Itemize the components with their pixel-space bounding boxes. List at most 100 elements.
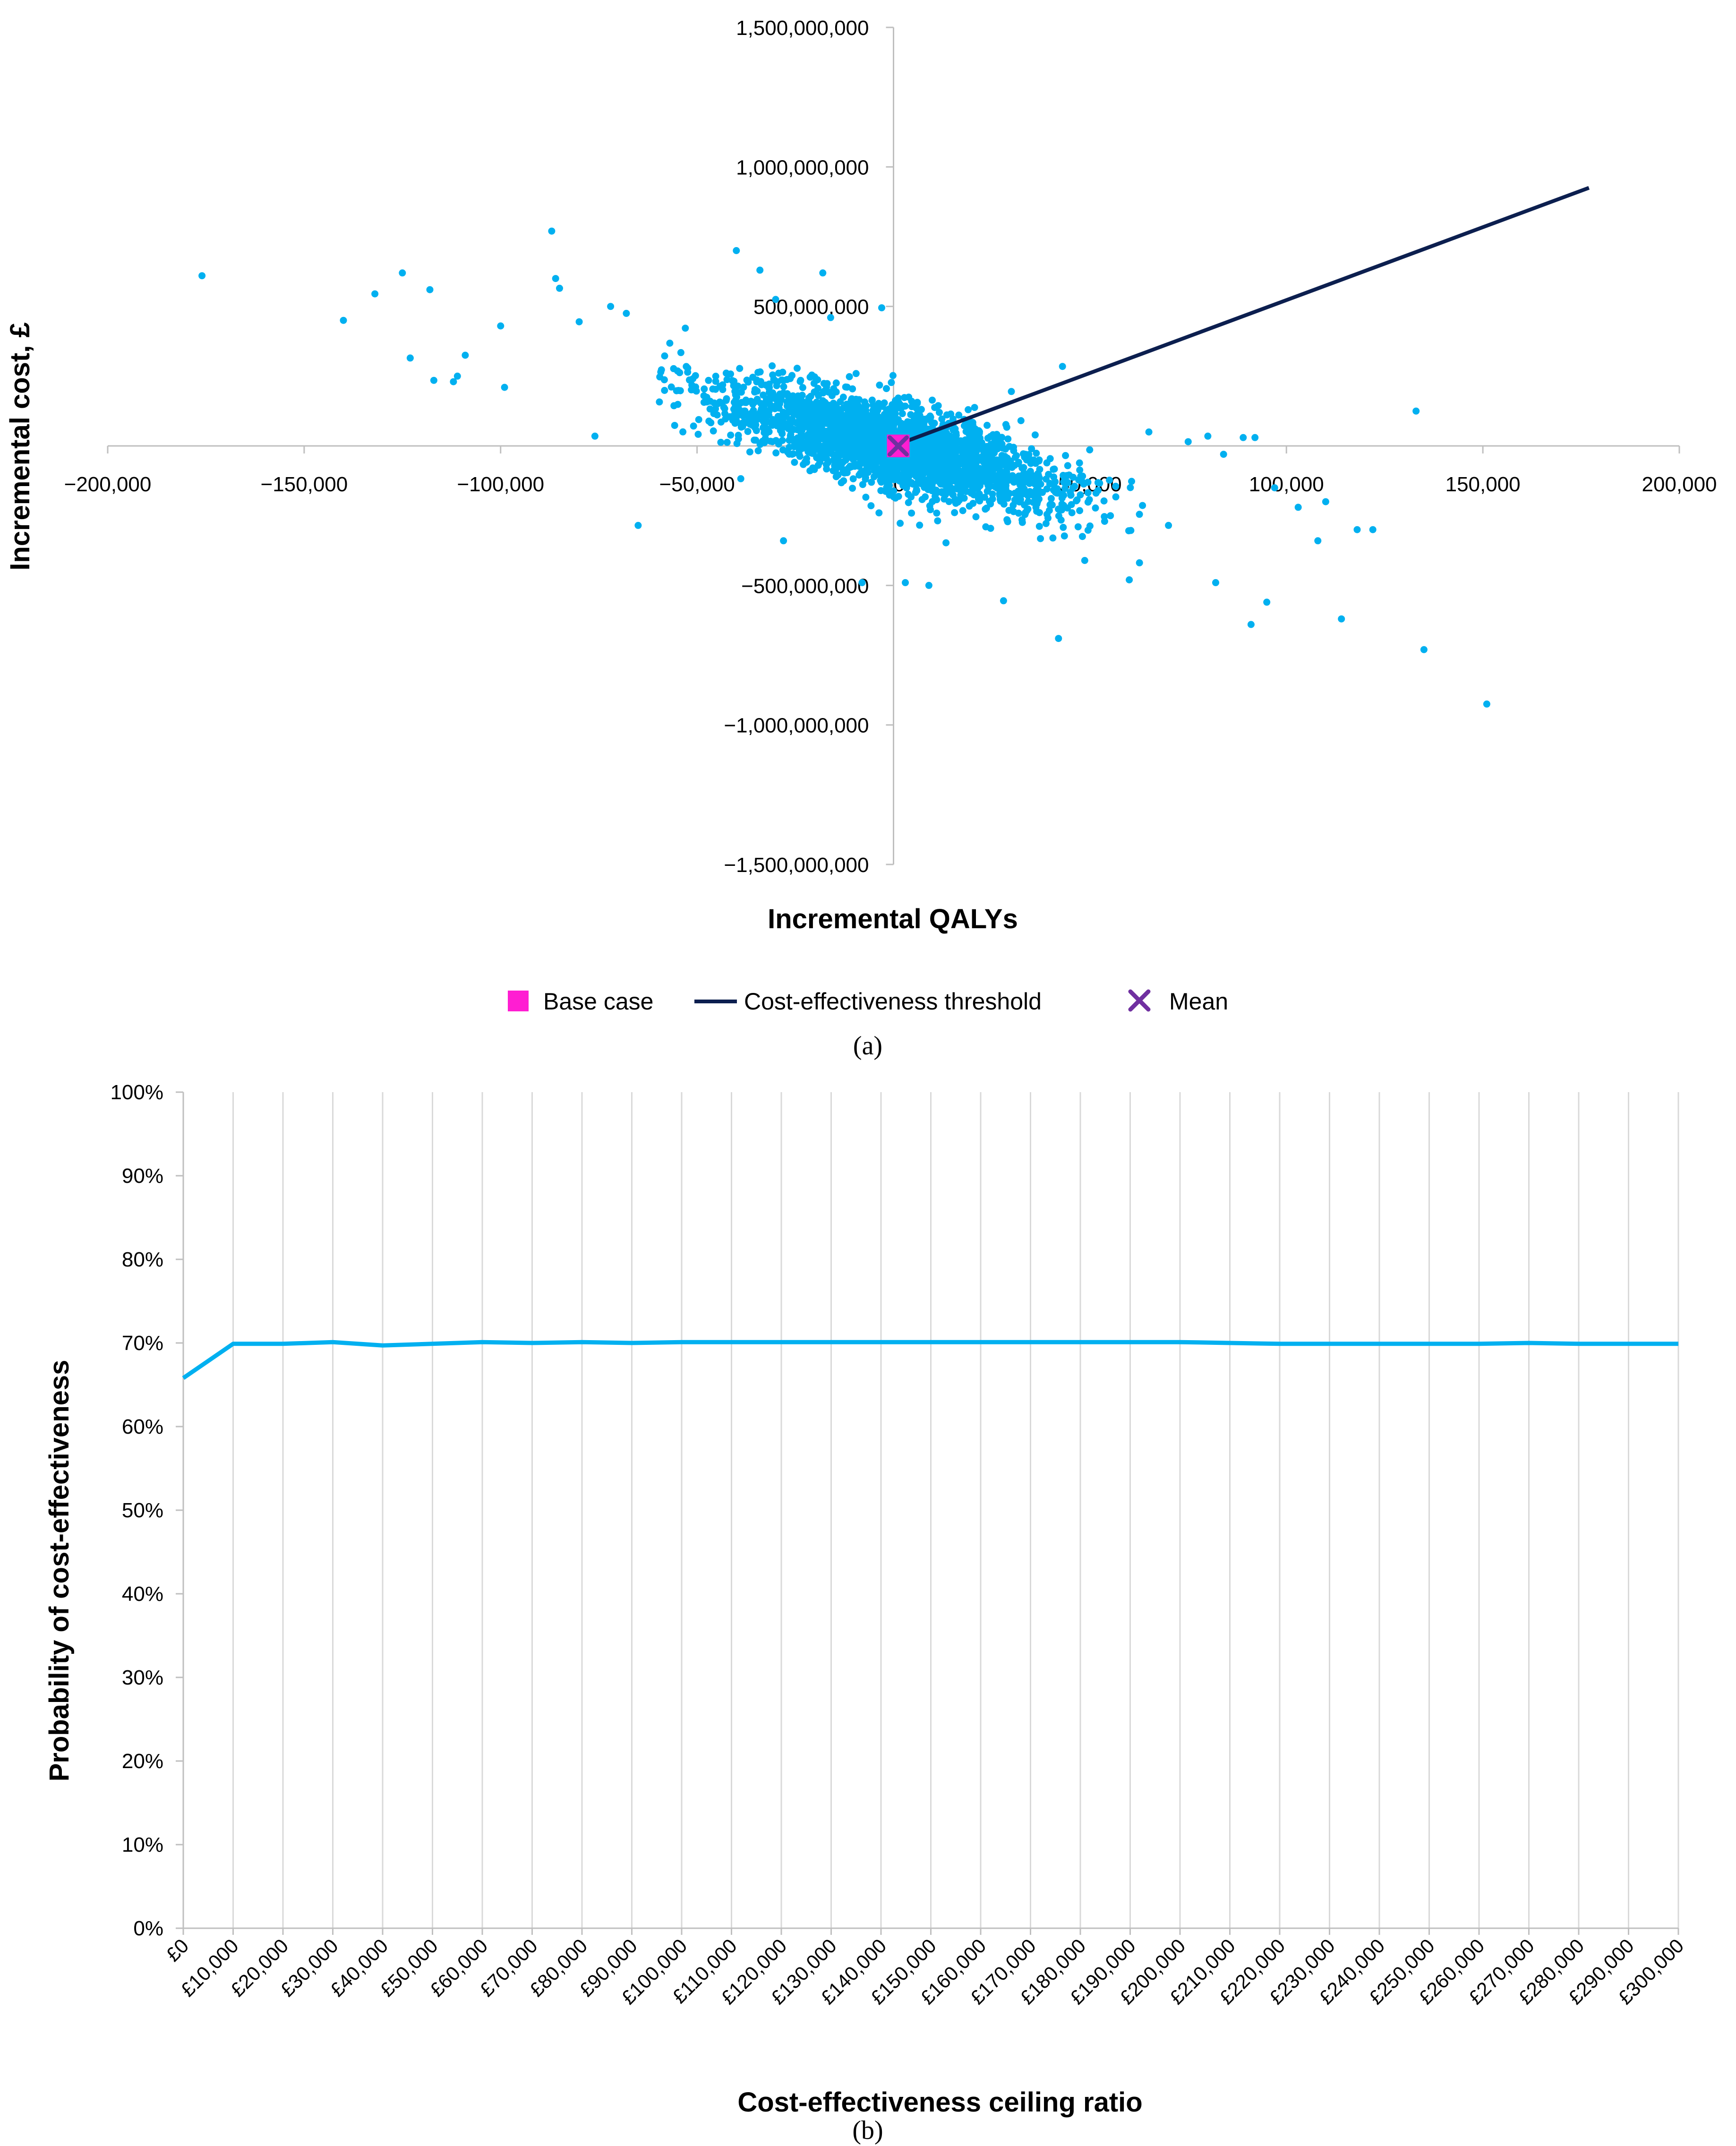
psa-point: [1047, 495, 1055, 502]
psa-point: [1076, 507, 1084, 514]
psa-point: [853, 449, 860, 457]
psa-point: [1008, 388, 1015, 395]
psa-point: [833, 435, 840, 443]
psa-point: [806, 467, 814, 475]
psa-point: [1042, 520, 1050, 527]
psa-point: [713, 411, 721, 419]
psa-point: [951, 425, 959, 433]
psa-point: [842, 456, 849, 464]
psa-point: [998, 434, 1006, 441]
psa-point: [911, 452, 918, 459]
psa-point: [877, 419, 885, 426]
psa-point: [935, 451, 943, 458]
ceac-y-tick-label: 70%: [122, 1332, 163, 1355]
psa-point: [866, 442, 874, 449]
psa-point: [998, 440, 1006, 448]
ceac-chart: 0% 10% 20% 30% 40% 50% 60% 70% 80% 90% 100% £0£10,…: [44, 1081, 1688, 2145]
psa-point: [994, 464, 1001, 471]
psa-point: [798, 445, 805, 452]
psa-point: [340, 316, 347, 324]
psa-point: [780, 376, 787, 384]
psa-point: [1001, 481, 1009, 489]
psa-point: [1030, 456, 1037, 464]
psa-point: [823, 465, 830, 473]
psa-point: [983, 446, 991, 454]
psa-point: [734, 412, 741, 419]
psa-point: [712, 385, 719, 393]
psa-point: [862, 494, 870, 501]
psa-point: [1247, 621, 1255, 628]
psa-point: [727, 431, 735, 439]
psa-point: [796, 378, 804, 385]
psa-point: [1045, 507, 1053, 514]
psa-point: [949, 415, 957, 423]
psa-point: [765, 380, 773, 388]
psa-point: [853, 402, 860, 410]
psa-point: [925, 479, 933, 487]
psa-point: [682, 325, 689, 332]
psa-point: [817, 403, 825, 410]
psa-point: [741, 399, 749, 406]
psa-point: [1028, 445, 1035, 453]
psa-point: [877, 477, 884, 484]
psa-point: [926, 412, 934, 420]
psa-point: [751, 417, 759, 425]
psa-point: [1483, 700, 1490, 708]
psa-point: [952, 432, 960, 439]
psa-point: [737, 475, 744, 482]
psa-point: [889, 372, 897, 379]
psa-point: [733, 440, 741, 447]
ceac-x-tick-labels: £0£10,000£20,000£30,000£40,000£50,000£60…: [162, 1934, 1688, 2009]
psa-point: [992, 459, 1000, 466]
psa-point: [820, 380, 828, 387]
psa-point: [827, 314, 834, 321]
psa-point: [1094, 479, 1102, 487]
psa-point: [815, 392, 822, 400]
psa-point: [817, 450, 824, 458]
psa-point: [1059, 363, 1066, 370]
psa-point: [722, 369, 730, 377]
psa-point: [1019, 450, 1027, 458]
ce-plane-y-tick-label: −500,000,000: [741, 574, 869, 598]
psa-point: [955, 411, 963, 419]
psa-point: [1002, 421, 1009, 428]
psa-point: [1064, 462, 1071, 470]
psa-point: [1084, 498, 1092, 506]
legend-base-case-swatch: [508, 991, 529, 1011]
psa-point: [1060, 532, 1068, 540]
psa-point: [842, 445, 849, 453]
psa-point: [1125, 527, 1132, 535]
psa-point: [769, 371, 777, 379]
psa-point: [1035, 509, 1043, 516]
psa-point: [667, 383, 675, 391]
psa-point: [1136, 511, 1143, 518]
psa-point: [814, 385, 821, 392]
psa-point: [1420, 646, 1428, 653]
psa-point: [916, 522, 924, 529]
psa-point: [908, 446, 916, 453]
psa-point: [1240, 434, 1247, 441]
psa-point: [752, 398, 760, 405]
psa-point: [978, 468, 986, 475]
psa-point: [819, 443, 826, 450]
psa-point: [975, 475, 983, 482]
psa-point: [1068, 501, 1075, 508]
psa-point: [785, 425, 792, 432]
psa-point: [892, 475, 900, 483]
psa-point: [1078, 533, 1086, 540]
psa-point: [1035, 456, 1043, 464]
psa-point: [1004, 518, 1011, 525]
psa-point: [661, 352, 668, 359]
psa-point: [674, 367, 681, 375]
psa-point: [888, 467, 896, 475]
psa-point: [864, 411, 872, 419]
psa-point: [860, 471, 868, 479]
psa-point: [867, 460, 875, 467]
psa-point: [737, 423, 745, 431]
psa-point: [840, 477, 847, 485]
psa-point: [821, 428, 829, 436]
psa-point: [853, 427, 860, 435]
psa-point: [788, 416, 796, 423]
psa-point: [717, 438, 725, 446]
psa-point: [834, 453, 841, 461]
